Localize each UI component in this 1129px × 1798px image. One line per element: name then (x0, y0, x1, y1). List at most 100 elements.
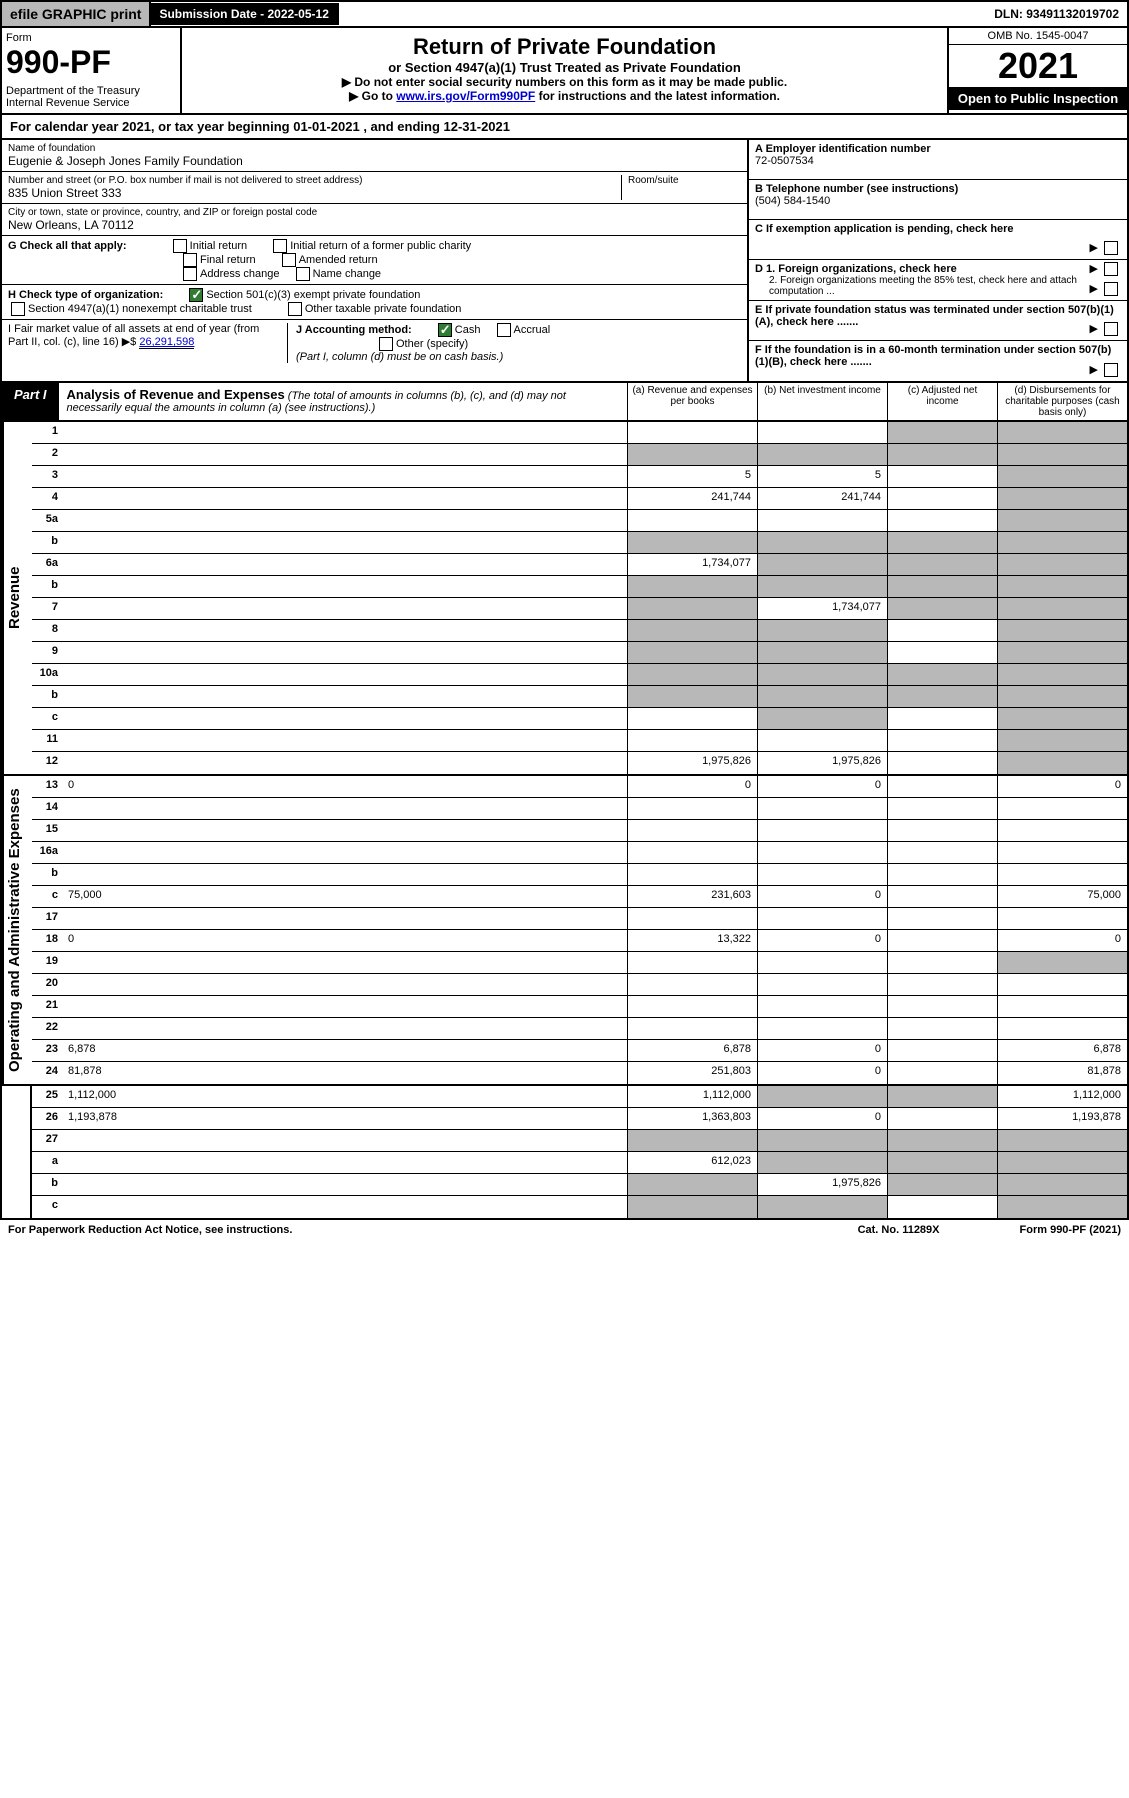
initial-return-checkbox[interactable] (173, 239, 187, 253)
cell-col-b: 0 (757, 1040, 887, 1061)
form-link[interactable]: www.irs.gov/Form990PF (396, 89, 535, 103)
initial-former-checkbox[interactable] (273, 239, 287, 253)
expenses-sidebar: Operating and Administrative Expenses (2, 776, 32, 1084)
accrual-checkbox[interactable] (497, 323, 511, 337)
omb-number: OMB No. 1545-0047 (949, 28, 1127, 45)
cell-col-a: 1,112,000 (627, 1086, 757, 1107)
col-b-header: (b) Net investment income (757, 383, 887, 420)
g-label: G Check all that apply: (8, 240, 127, 252)
table-row: 71,734,077 (32, 598, 1127, 620)
cell-col-b (757, 1196, 887, 1218)
cell-col-c (887, 752, 997, 774)
cell-col-b (757, 510, 887, 531)
row-number: c (32, 708, 64, 729)
ein-value: 72-0507534 (755, 155, 814, 167)
cell-col-d (997, 422, 1127, 443)
page-footer: For Paperwork Reduction Act Notice, see … (0, 1220, 1129, 1240)
cell-col-d (997, 798, 1127, 819)
cell-col-a: 251,803 (627, 1062, 757, 1084)
cash-checkbox[interactable] (438, 323, 452, 337)
cell-col-d (997, 908, 1127, 929)
row-description (64, 1196, 627, 1218)
row-number: 2 (32, 444, 64, 465)
cell-col-d (997, 532, 1127, 553)
row-description (64, 708, 627, 729)
row-description: 75,000 (64, 886, 627, 907)
cell-col-b (757, 730, 887, 751)
cell-col-c (887, 708, 997, 729)
cell-col-c (887, 444, 997, 465)
row-number: b (32, 532, 64, 553)
row-description (64, 1018, 627, 1039)
cell-col-d: 0 (997, 930, 1127, 951)
cell-col-b (757, 996, 887, 1017)
row-number: a (32, 1152, 64, 1173)
name-change-checkbox[interactable] (296, 267, 310, 281)
revenue-sidebar: Revenue (2, 422, 32, 774)
cell-col-b (757, 842, 887, 863)
table-row: 14 (32, 798, 1127, 820)
f-checkbox[interactable] (1104, 363, 1118, 377)
cell-col-a (627, 1196, 757, 1218)
cell-col-b: 1,975,826 (757, 752, 887, 774)
form-label: Form (6, 32, 176, 44)
cell-col-b (757, 444, 887, 465)
table-row: 10a (32, 664, 1127, 686)
4947a1-checkbox[interactable] (11, 302, 25, 316)
other-method-checkbox[interactable] (379, 337, 393, 351)
cell-col-a: 1,734,077 (627, 554, 757, 575)
row-description: 6,878 (64, 1040, 627, 1061)
fmv-value[interactable]: 26,291,598 (139, 336, 194, 349)
dept-treasury: Department of the Treasury Internal Reve… (6, 85, 176, 109)
row-number: 23 (32, 1040, 64, 1061)
cell-col-a (627, 864, 757, 885)
row-number: 15 (32, 820, 64, 841)
cell-col-d (997, 1018, 1127, 1039)
row-description (64, 554, 627, 575)
cell-col-b: 1,975,826 (757, 1174, 887, 1195)
cell-col-b (757, 554, 887, 575)
cell-col-c (887, 664, 997, 685)
cell-col-a: 612,023 (627, 1152, 757, 1173)
foundation-name: Eugenie & Joseph Jones Family Foundation (8, 154, 741, 168)
amended-return-checkbox[interactable] (282, 253, 296, 267)
instr-line-2: ▶ Go to www.irs.gov/Form990PF for instru… (188, 89, 941, 103)
cell-col-b: 0 (757, 1108, 887, 1129)
cell-col-d (997, 510, 1127, 531)
efile-print-button[interactable]: efile GRAPHIC print (2, 2, 151, 26)
address-change-checkbox[interactable] (183, 267, 197, 281)
501c3-checkbox[interactable] (189, 288, 203, 302)
row-description (64, 532, 627, 553)
final-return-checkbox[interactable] (183, 253, 197, 267)
d2-label: 2. Foreign organizations meeting the 85%… (755, 275, 1121, 297)
cell-col-d (997, 686, 1127, 707)
e-checkbox[interactable] (1104, 322, 1118, 336)
cell-col-c (887, 510, 997, 531)
other-taxable-checkbox[interactable] (288, 302, 302, 316)
cell-col-c (887, 1130, 997, 1151)
d2-checkbox[interactable] (1104, 282, 1118, 296)
cell-col-a (627, 532, 757, 553)
cell-col-a (627, 576, 757, 597)
cell-col-b: 0 (757, 1062, 887, 1084)
row-number: b (32, 1174, 64, 1195)
cell-col-d (997, 974, 1127, 995)
d1-checkbox[interactable] (1104, 262, 1118, 276)
table-row: b (32, 532, 1127, 554)
row-description (64, 974, 627, 995)
row-description (64, 1174, 627, 1195)
cell-col-c (887, 1086, 997, 1107)
cell-col-b (757, 798, 887, 819)
row-description (64, 798, 627, 819)
cell-col-c (887, 1108, 997, 1129)
expenses-section: Operating and Administrative Expenses 13… (0, 776, 1129, 1086)
cell-col-c (887, 974, 997, 995)
cell-col-d (997, 1174, 1127, 1195)
cell-col-d (997, 752, 1127, 774)
cell-col-d: 0 (997, 776, 1127, 797)
col-c-header: (c) Adjusted net income (887, 383, 997, 420)
cell-col-c (887, 642, 997, 663)
row-number: 24 (32, 1062, 64, 1084)
table-row: b (32, 576, 1127, 598)
c-checkbox[interactable] (1104, 241, 1118, 255)
